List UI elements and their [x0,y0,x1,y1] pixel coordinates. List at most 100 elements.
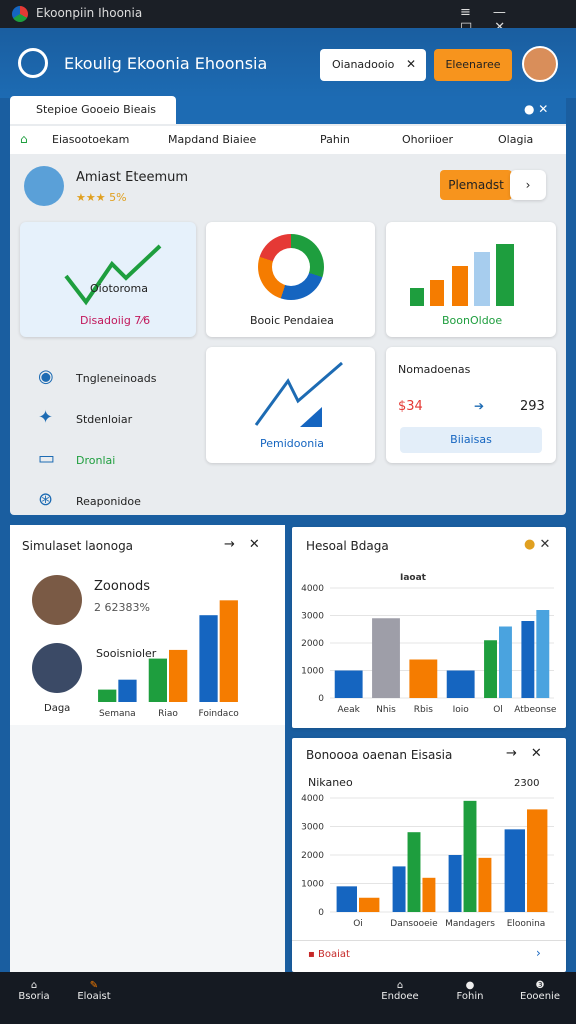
tab-controls[interactable]: ● ✕ [524,102,549,116]
nav-label: Eloaist [77,991,111,1002]
nav-item[interactable]: Mapdand Biaiee [168,133,257,146]
list-item[interactable]: Dronlai [76,454,116,467]
y-tick-label: 0 [318,908,324,918]
bar [463,800,477,912]
nav-item[interactable]: Pahin [320,133,350,146]
chart: Semana Riao Foindaco [98,600,240,719]
card[interactable]: Oiotoroma Disadoiig 7⁄6 [20,222,196,337]
x-tick-label: Rbis [414,705,433,715]
bar [372,618,400,698]
bar [446,670,475,698]
y-tick-label: 1000 [301,880,324,890]
card[interactable]: Pemidoonia [206,347,375,463]
header-title: Ekoulig Ekoonia Ehoonsia [64,54,268,73]
bar [118,679,137,702]
chart-annotation: 2300 [514,778,540,789]
chart: 0 1000 2000 3000 4000 Iaoat Aeak Nhis Rbis Ioio Ol… [301,573,557,715]
tab[interactable]: Stepioe Gooeio Bieais [10,96,176,124]
clear-icon[interactable]: ✕ [406,57,417,71]
bar [359,897,380,912]
nav-row: ⌂ Eiasootoekam Mapdand Biaiee Pahin Ohor… [10,126,566,154]
bar [478,857,492,912]
nav-button[interactable]: ⌂ Endoee [381,980,419,1002]
x-tick-label: Semana [99,709,136,719]
nav-button[interactable]: ● Fohin [456,980,484,1002]
x-tick-label: Eloonina [507,919,546,929]
nav-item[interactable]: Olagia [498,133,534,146]
next-icon[interactable]: › [536,946,541,960]
bar [148,658,167,702]
search-text: Oianadooio [332,58,395,71]
card-button[interactable]: Biiaisas [400,427,542,453]
bottom-nav: ⌂ Bsoria ✎ Eloaist ⌂ Endoee ● Fohin ❸ Eooenie [0,972,576,1024]
logo [18,48,48,78]
x-tick-label: Ol [493,705,503,715]
card-title: Nomadoenas [398,363,471,376]
card[interactable]: BoonOldoe [386,222,556,337]
y-tick-label: 3000 [301,823,324,833]
main-panel: Stepioe Gooeio Bieais ● ✕ ⌂ Eiasootoekam… [10,96,566,515]
bar [199,615,218,702]
header: Ekoulig Ekoonia Ehoonsia Oianadooio ✕ El… [0,28,576,98]
home-icon[interactable]: ⌂ [20,132,28,146]
window-title: Ekoonpiin Ihoonia [36,6,143,20]
panel-controls[interactable]: ● ✕ [524,537,551,552]
card-caption: Pemidoonia [260,437,324,450]
header-button[interactable]: Eleenaree [434,49,512,81]
bar [484,640,497,698]
profile-name: Amiast Eteemum [76,170,189,185]
left-panel: Simulaset laonoga →✕ Zoonods 2 62383% So… [10,525,285,972]
panel-controls[interactable]: →✕ [506,746,556,761]
bar [407,832,421,912]
chart-subtitle: Nikaneo [308,776,353,789]
card[interactable]: Nomadoenas $34 ➔ 293 Biiaisas [386,347,556,463]
bars-icon [410,244,514,306]
nav-item[interactable]: Ohoriioer [402,133,454,146]
nav-button[interactable]: ✎ Eloaist [77,980,111,1002]
person-name: Zoonods [94,579,151,594]
x-tick-label: Foindaco [199,709,240,719]
panel-title: Simulaset laonoga [22,539,134,553]
bar [98,689,117,702]
card[interactable]: Booic Pendaiea [206,222,375,337]
avatar[interactable] [522,46,558,82]
search-box[interactable]: Oianadooio ✕ [320,49,426,81]
more-button[interactable]: › [510,170,546,200]
y-tick-label: 4000 [301,584,324,594]
panel-footer[interactable]: ▪ Boaiat [308,949,350,960]
panel-controls[interactable]: →✕ [224,537,274,552]
card-value: 293 [520,399,545,414]
x-tick-label: Riao [158,709,178,719]
bar [422,877,436,912]
y-tick-label: 1000 [301,667,324,677]
x-tick-label: Oi [353,919,363,929]
card-caption: Booic Pendaiea [250,314,334,327]
growth-icon [254,361,343,427]
bar [219,600,238,702]
person-photo [32,575,82,625]
x-tick-label: Aeak [338,705,361,715]
chart: 0 1000 2000 3000 4000 Oi Dansooeie Mandagers Elo… [301,794,554,929]
x-tick-label: Nhis [376,705,396,715]
nav-item[interactable]: Eiasootoekam [52,133,130,146]
list-item[interactable]: Stdenloiar [76,413,133,426]
person-stat: 2 62383% [94,601,150,614]
profile-button[interactable]: Plemadst [440,170,512,200]
bar [334,670,363,698]
list-item[interactable]: Reaponidoe [76,495,141,508]
chart-title: Hesoal Bdaga [306,539,389,553]
donut-icon [258,234,324,300]
chart-annotation: Iaoat [400,573,427,583]
x-tick-label: Ioio [453,705,470,715]
app-icon [12,6,28,22]
y-tick-label: 4000 [301,794,324,804]
nav-button[interactable]: ⌂ Bsoria [18,980,50,1002]
list-icons: ◉ ✦ ▭ ⊛ [38,366,56,510]
nav-label: Eooenie [520,991,560,1002]
list: Tngleneinoads Stdenloiar Dronlai Reaponi… [38,358,156,522]
bar [499,626,512,698]
nav-button[interactable]: ❸ Eooenie [520,980,560,1002]
list-item[interactable]: Tngleneinoads [76,372,157,385]
person-photo [32,643,82,693]
